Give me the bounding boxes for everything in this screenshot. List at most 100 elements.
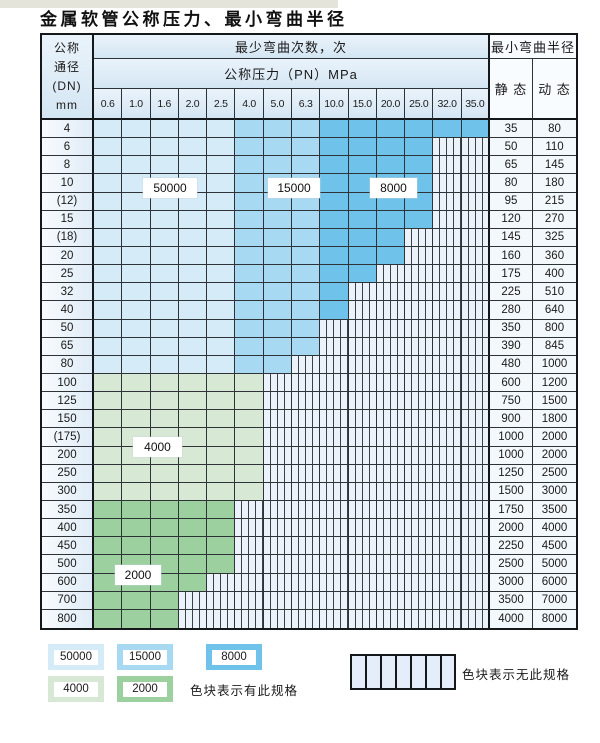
spec-cell [235,210,264,229]
no-spec-cell [348,519,377,538]
spec-cell [150,210,179,229]
spec-cell [235,138,264,157]
spec-cell [94,537,123,556]
spec-cell [94,392,123,411]
no-spec-cell [405,591,434,610]
no-spec-cell [320,573,349,592]
spec-cell [235,301,264,320]
no-spec-cell [433,555,462,574]
spec-cell [150,355,179,374]
no-spec-cell [292,355,321,374]
spec-cell [433,120,462,139]
dn-cell: (175) [42,428,94,447]
no-spec-cell [433,192,462,211]
no-spec-cell [433,591,462,610]
static-value-cell: 4000 [490,609,533,628]
no-spec-cell [292,446,321,465]
spec-cell [122,373,151,393]
no-spec-cell [263,573,292,592]
dn-cell: 65 [42,337,94,356]
spec-cell [207,120,236,139]
pressure-col-header: 32.0 [433,89,462,120]
spec-cell [235,373,264,393]
no-spec-cell [376,319,406,338]
spec-cell [94,265,123,284]
no-spec-cell [461,410,490,429]
spec-cell [235,410,264,429]
spec-cell [94,519,123,538]
spec-cell [376,138,406,157]
spec-cell [150,410,179,429]
no-spec-cell [376,482,406,501]
no-spec-cell [461,355,490,374]
spec-cell [292,246,321,266]
no-spec-cell [461,337,490,356]
spec-cell [461,120,490,139]
no-spec-cell [376,573,406,592]
no-spec-cell [433,573,462,592]
dn-cell: 350 [42,500,94,520]
min-bend-radius-header: 最小弯曲半径 [490,35,576,59]
no-spec-cell [376,428,406,447]
no-spec-cell [461,228,490,247]
spec-cell [94,210,123,229]
spec-cell [150,591,179,610]
spec-cell [178,537,208,556]
spec-cell [320,192,349,211]
no-spec-cell [433,464,462,483]
dn-cell: 25 [42,265,94,284]
no-spec-cell [292,392,321,411]
spec-cell [235,464,264,483]
no-spec-cell [320,337,349,356]
spec-cell [263,301,292,320]
spec-cell [207,283,236,302]
spec-cell [150,519,179,538]
no-spec-cell [433,609,462,628]
no-spec-cell [461,192,490,211]
no-spec-cell [320,609,349,628]
static-value-cell: 2250 [490,537,533,556]
pressure-col-header: 15.0 [348,89,377,120]
no-spec-cell [376,609,406,628]
spec-cell [320,174,349,193]
spec-cell [178,138,208,157]
static-value-cell: 3500 [490,591,533,610]
spec-cell [235,482,264,501]
dn-cell: (12) [42,192,94,211]
spec-cell [405,120,434,139]
legend-swatch-label: 15000 [123,649,167,665]
spec-cell [150,246,179,266]
dynamic-value-cell: 7000 [533,591,576,610]
spec-table: 公称 通径 (DN) mm 最少弯曲次数，次 最小弯曲半径 公称压力（PN）MP… [40,33,578,630]
spec-cell [150,138,179,157]
no-spec-cell [376,537,406,556]
spec-cell [320,120,349,139]
no-spec-cell [433,228,462,247]
dn-cell: 20 [42,246,94,266]
pressure-col-header: 2.0 [178,89,208,120]
spec-cell [178,482,208,501]
spec-cell [94,428,123,447]
static-value-cell: 350 [490,319,533,338]
spec-cell [207,464,236,483]
no-spec-cell [376,410,406,429]
spec-cell [122,210,151,229]
no-spec-cell [461,500,490,520]
no-spec-cell [348,464,377,483]
dynamic-value-cell: 180 [533,174,576,193]
spec-cell [122,246,151,266]
no-spec-cell [348,428,377,447]
spec-cell [207,555,236,574]
dynamic-value-cell: 360 [533,246,576,266]
spec-cell [348,192,377,211]
spec-cell [235,283,264,302]
dynamic-value-cell: 1200 [533,373,576,393]
dynamic-value-cell: 1000 [533,355,576,374]
no-spec-cell [348,301,377,320]
no-spec-cell [263,500,292,520]
static-value-cell: 1000 [490,446,533,465]
no-spec-cell [405,537,434,556]
pressure-col-header: 4.0 [235,89,264,120]
no-spec-cell [376,301,406,320]
spec-cell [376,246,406,266]
